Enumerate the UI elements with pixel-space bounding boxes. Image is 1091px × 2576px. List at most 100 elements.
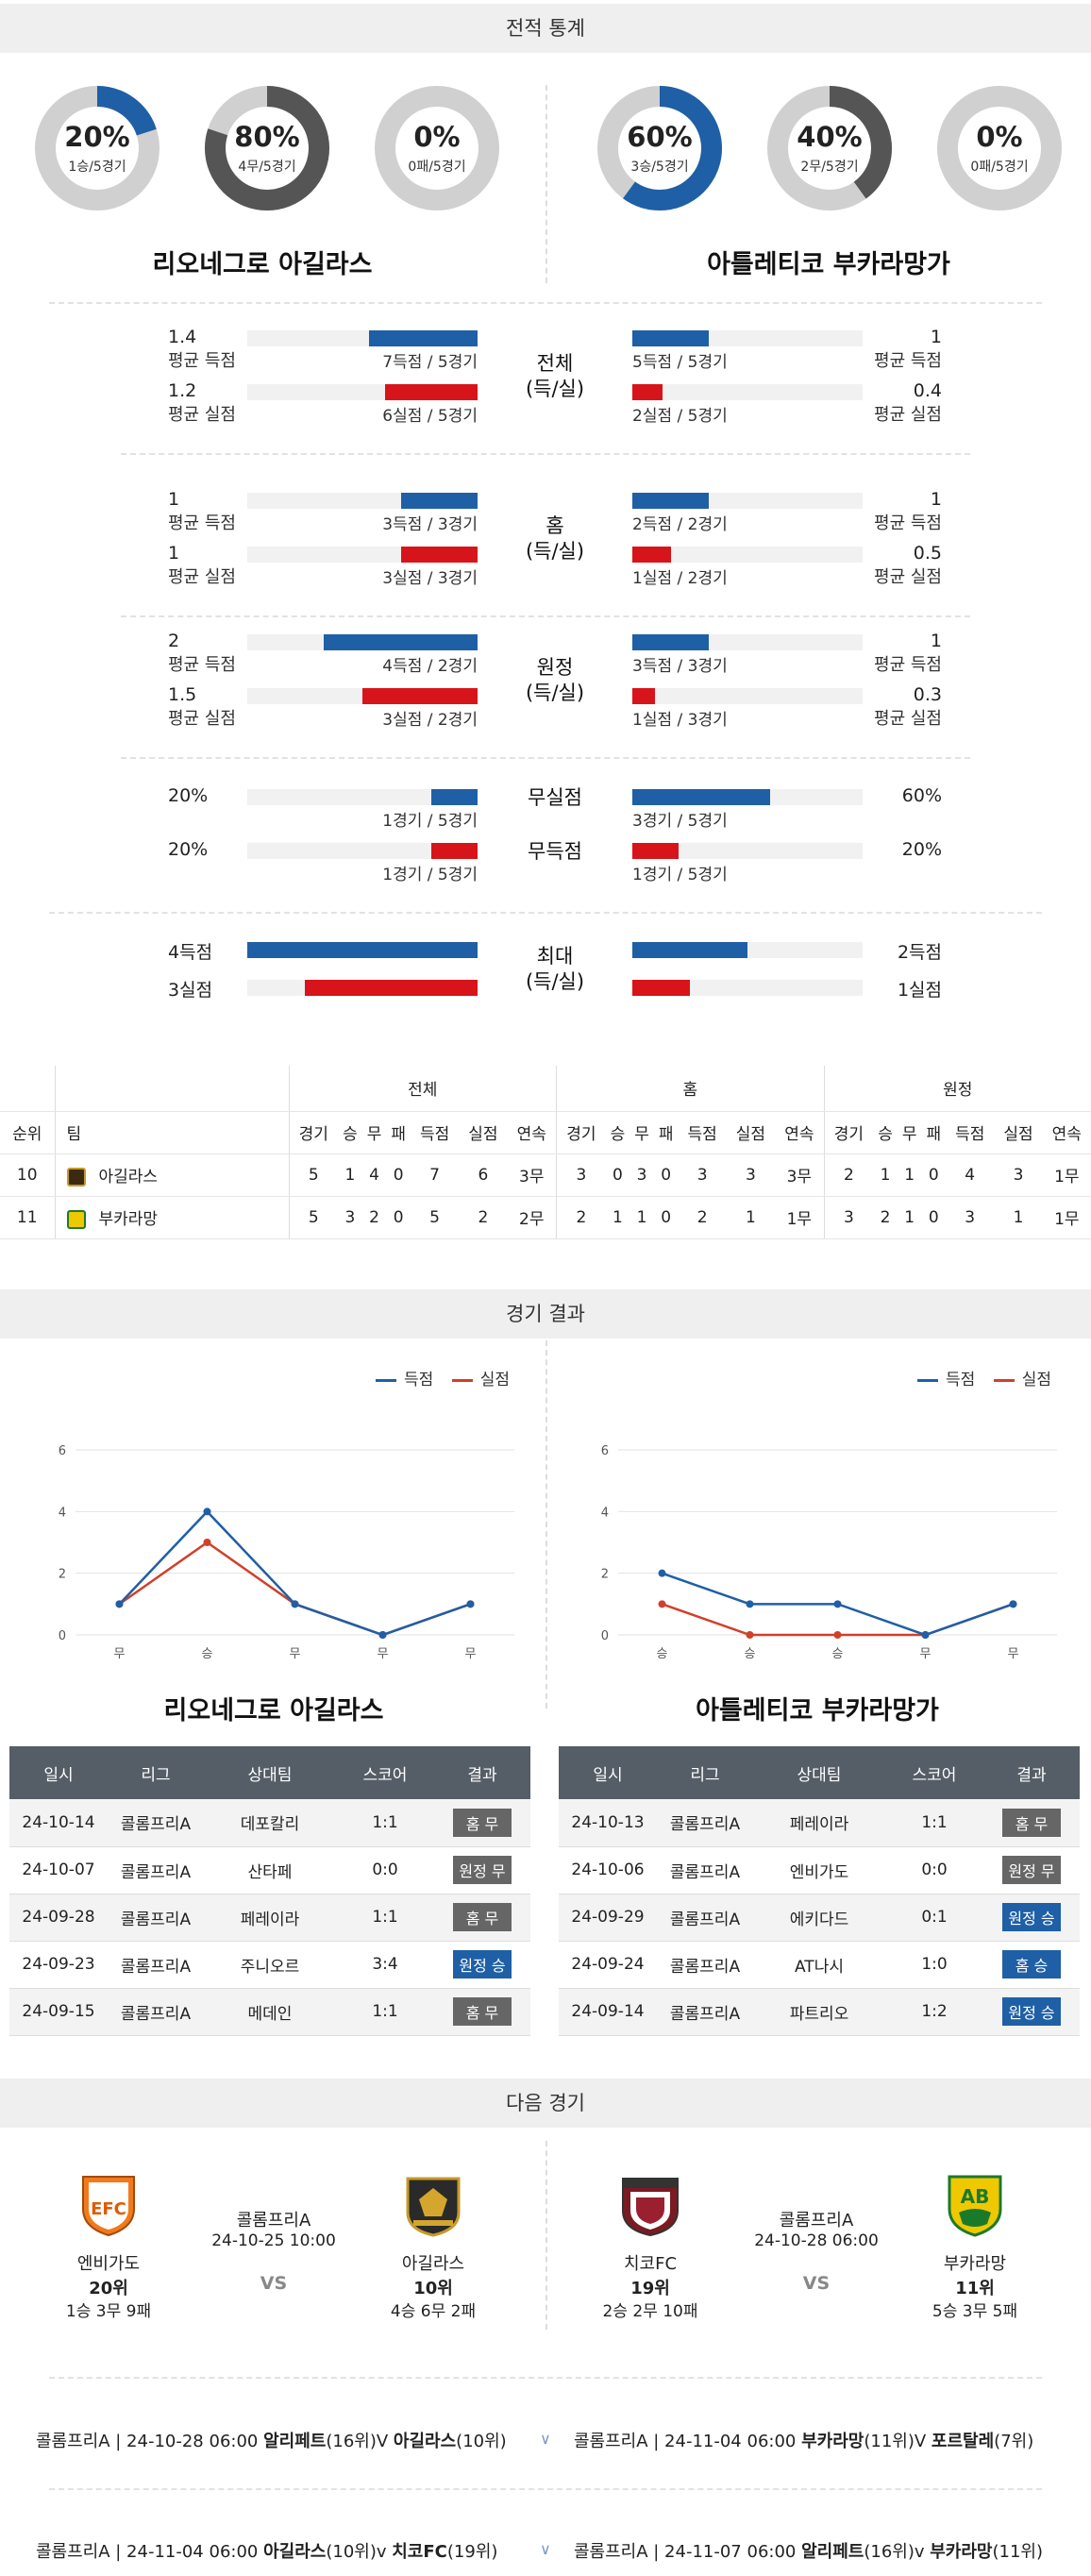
bucaramanga-logo-text: AB (961, 2185, 990, 2208)
y-tick-label: 2 (59, 1568, 66, 1582)
standings-header: 무 (629, 1111, 654, 1154)
series-point-1[interactable] (658, 1600, 666, 1608)
chevron-down-icon[interactable]: ∨ (540, 2430, 551, 2448)
stat-right-caption: 1실점 / 2경기 (632, 569, 728, 588)
results-row[interactable]: 24-09-23 콜롬프리A 주니오르 3:4 원정 승 (9, 1941, 530, 1989)
results-row[interactable]: 24-09-14 콜롬프리A 파트리오 1:2 원정 승 (559, 1988, 1080, 2036)
results-row[interactable]: 24-10-13 콜롬프리A 페레이라 1:1 홈 무 (559, 1799, 1080, 1847)
stat-right-caption: 5득점 / 5경기 (632, 353, 728, 372)
stat-right-label: 평균 실점 (874, 567, 942, 587)
series-point-0[interactable] (746, 1600, 754, 1608)
results-result: 원정 승 (983, 1894, 1080, 1942)
series-point-0[interactable] (658, 1569, 666, 1577)
donut-caption: 0패/5경기 (970, 160, 1029, 175)
donut-right-0: 60% 3승/5경기 (596, 85, 723, 211)
standings-rank: 11 (0, 1196, 55, 1239)
pct-left-bar (431, 843, 478, 859)
results-date: 24-09-23 (9, 1941, 108, 1989)
standings-cell: 1무 (1042, 1196, 1091, 1239)
next-right-away-rank: 11위 (955, 2279, 995, 2298)
max-left-value: 3실점 (168, 980, 213, 1001)
stat-left-label: 평균 실점 (168, 567, 236, 587)
stat-left-bar (401, 493, 478, 509)
series-point-0[interactable] (921, 1631, 930, 1639)
series-point-1[interactable] (746, 1631, 754, 1639)
standings-cell: 1 (605, 1196, 630, 1239)
series-point-0[interactable] (115, 1600, 124, 1608)
standings-header: 경기 (288, 1111, 339, 1154)
results-row[interactable]: 24-09-28 콜롬프리A 페레이라 1:1 홈 무 (9, 1894, 530, 1942)
standings-cell: 3 (678, 1153, 727, 1197)
series-point-0[interactable] (203, 1507, 211, 1516)
upcoming-row1-left[interactable]: 콜롬프리A | 24-10-28 06:00 알리페트(16위)V 아길라스(1… (36, 2428, 507, 2452)
series-point-1[interactable] (833, 1631, 842, 1639)
series-point-0[interactable] (1009, 1600, 1017, 1608)
y-tick-label: 4 (59, 1506, 66, 1520)
stat-group-subtitle: (득/실) (525, 540, 585, 563)
standings-header: 팀 (54, 1111, 289, 1154)
series-point-0[interactable] (291, 1600, 299, 1608)
series-point-1[interactable] (203, 1539, 211, 1546)
donut-left-1: 80% 4무/5경기 (204, 85, 330, 211)
stat-left-bar (369, 330, 478, 346)
x-tick-label: 무 (465, 1647, 477, 1661)
standings-cell: 3 (556, 1153, 606, 1197)
results-table-left: 일시 리그 상대팀 스코어 결과 24-10-14 콜롬프리A 데포칼리 1:1 홈 무 24-10… (9, 1746, 530, 2036)
results-result: 원정 무 (434, 1846, 530, 1894)
standings-row[interactable]: 10 아길라스 5 1 4 0 7 6 3무 3 0 3 0 3 3 3무 2 1 1 0 4 3 1무 (0, 1153, 1091, 1197)
standings-row[interactable]: 11 부카라망 5 3 2 0 5 2 2무 2 1 1 0 2 1 1무 3 2 1 0 3 1 1무 (0, 1196, 1091, 1239)
upcoming-row1-right[interactable]: 콜롬프리A | 24-11-04 06:00 부카라망(11위)V 포르탈레(7… (574, 2428, 1033, 2452)
results-section-title: 경기 결과 (0, 1289, 1091, 1339)
donut-arc (597, 86, 722, 210)
results-header: 리그 (108, 1746, 204, 1799)
standings-cell: 3무 (775, 1153, 825, 1197)
stat-group-title: 전체 (536, 352, 574, 375)
upcoming-row2-left[interactable]: 콜롬프리A | 24-11-04 06:00 아길라스(10위)v 치코FC(1… (36, 2538, 497, 2563)
legend-conceded: 실점 (479, 1371, 510, 1389)
standings-cell: 0 (653, 1153, 679, 1197)
results-row[interactable]: 24-09-29 콜롬프리A 에키다드 0:1 원정 승 (559, 1894, 1080, 1942)
stat-right-bar (632, 493, 709, 509)
stat-left-bar (385, 384, 478, 400)
max-subtitle: (득/실) (525, 970, 585, 993)
series-point-0[interactable] (466, 1600, 475, 1608)
upcoming-row2-right[interactable]: 콜롬프리A | 24-11-07 06:00 알리페트(16위)v 부카라망(1… (574, 2538, 1043, 2563)
results-row[interactable]: 24-09-24 콜롬프리A AT나시 1:0 홈 승 (559, 1941, 1080, 1989)
series-point-0[interactable] (378, 1631, 387, 1639)
standings-cell: 0 (921, 1196, 947, 1239)
pct-label: 무실점 (528, 786, 582, 809)
standings-cell: 1 (897, 1196, 922, 1239)
results-row[interactable]: 24-09-15 콜롬프리A 메데인 1:1 홈 무 (9, 1988, 530, 2036)
results-opp: 산타페 (204, 1846, 336, 1894)
results-date: 24-10-06 (559, 1846, 657, 1894)
results-row[interactable]: 24-10-14 콜롬프리A 데포칼리 1:1 홈 무 (9, 1799, 530, 1847)
upcoming-prefix: 콜롬프리A | 24-10-28 06:00 (36, 2432, 259, 2451)
standings-header: 경기 (556, 1111, 606, 1154)
results-date: 24-09-24 (559, 1941, 657, 1989)
next-left-home-rank: 20위 (89, 2279, 128, 2298)
stat-right-value: 0.3 (913, 684, 942, 705)
chevron-down-icon[interactable]: ∨ (540, 2540, 551, 2558)
donut-percent: 0% (976, 121, 1023, 153)
stat-right-track (632, 688, 863, 704)
divider (121, 615, 970, 617)
envigado-logo: EFC (82, 2176, 135, 2237)
results-row[interactable]: 24-10-07 콜롬프리A 산타페 0:0 원정 무 (9, 1846, 530, 1894)
standings-cell: 3 (994, 1153, 1043, 1197)
max-right-track (632, 980, 863, 996)
upcoming-home: 아길라스 (263, 2542, 327, 2562)
results-row[interactable]: 24-10-06 콜롬프리A 엔비가도 0:0 원정 무 (559, 1846, 1080, 1894)
series-point-0[interactable] (833, 1600, 842, 1608)
max-right-bar (632, 980, 690, 996)
legend-scored-line (917, 1378, 938, 1382)
stat-left-caption: 3실점 / 3경기 (382, 569, 478, 588)
max-label: 최대 (득/실) (498, 944, 612, 995)
pct-right-caption: 1경기 / 5경기 (632, 866, 728, 884)
next-left-vs: VS (260, 2273, 288, 2294)
stat-group-label: 홈 (득/실) (498, 514, 612, 564)
team-name-right: 아틀레티코 부카라망가 (696, 1696, 939, 1726)
donut-arc (767, 86, 892, 210)
upcoming-away: 아길라스 (393, 2432, 457, 2451)
results-date: 24-10-07 (9, 1846, 108, 1894)
standings-group-home: 홈 (556, 1066, 825, 1112)
